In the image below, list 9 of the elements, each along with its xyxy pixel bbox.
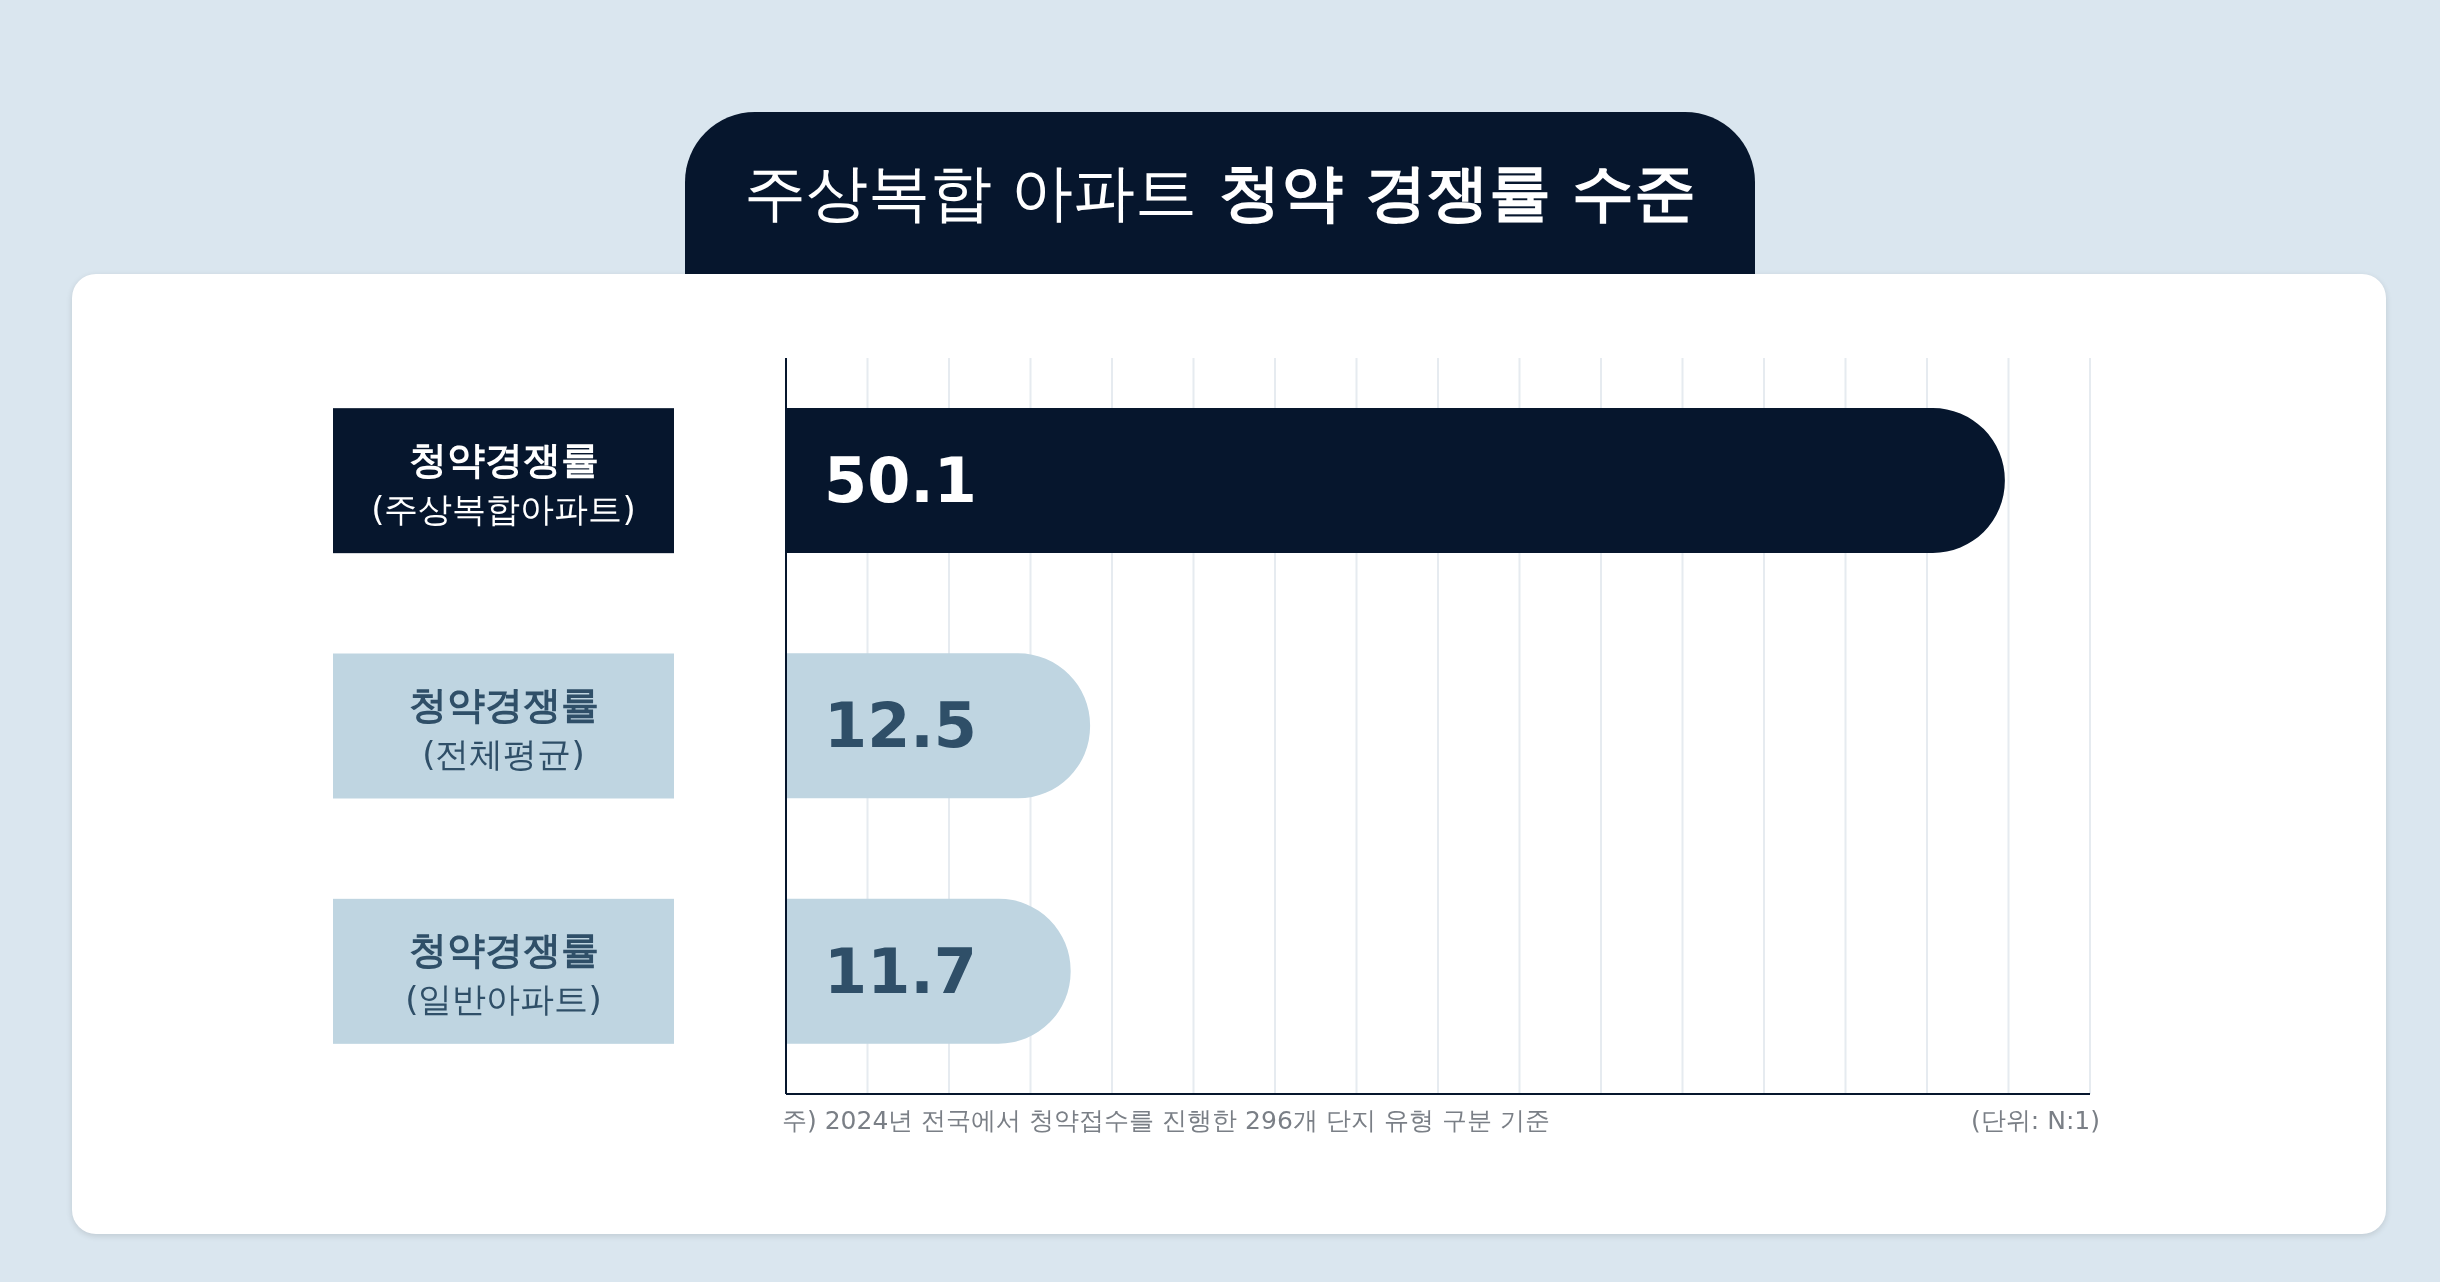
data-label: 11.7 [824, 934, 977, 1008]
y-tick-label: 청약경쟁률 (전체평균) [408, 683, 599, 774]
data-label: 12.5 [824, 689, 977, 763]
text: 주) 2024년 전국에서 청약접수를 진행한 296개 단지 유형 구분 기준 [782, 1105, 1550, 1137]
y-tick-label: 청약경쟁률 (주상복합아파트) [371, 437, 636, 529]
chart-title: 주상복합 아파트 청약 경쟁률 수준 [743, 156, 1697, 229]
y-tick-label: 청약경쟁률 (일반아파트) [405, 928, 602, 1020]
text: (단위: N:1) [1971, 1105, 2100, 1137]
data-label: 50.1 [824, 444, 977, 517]
